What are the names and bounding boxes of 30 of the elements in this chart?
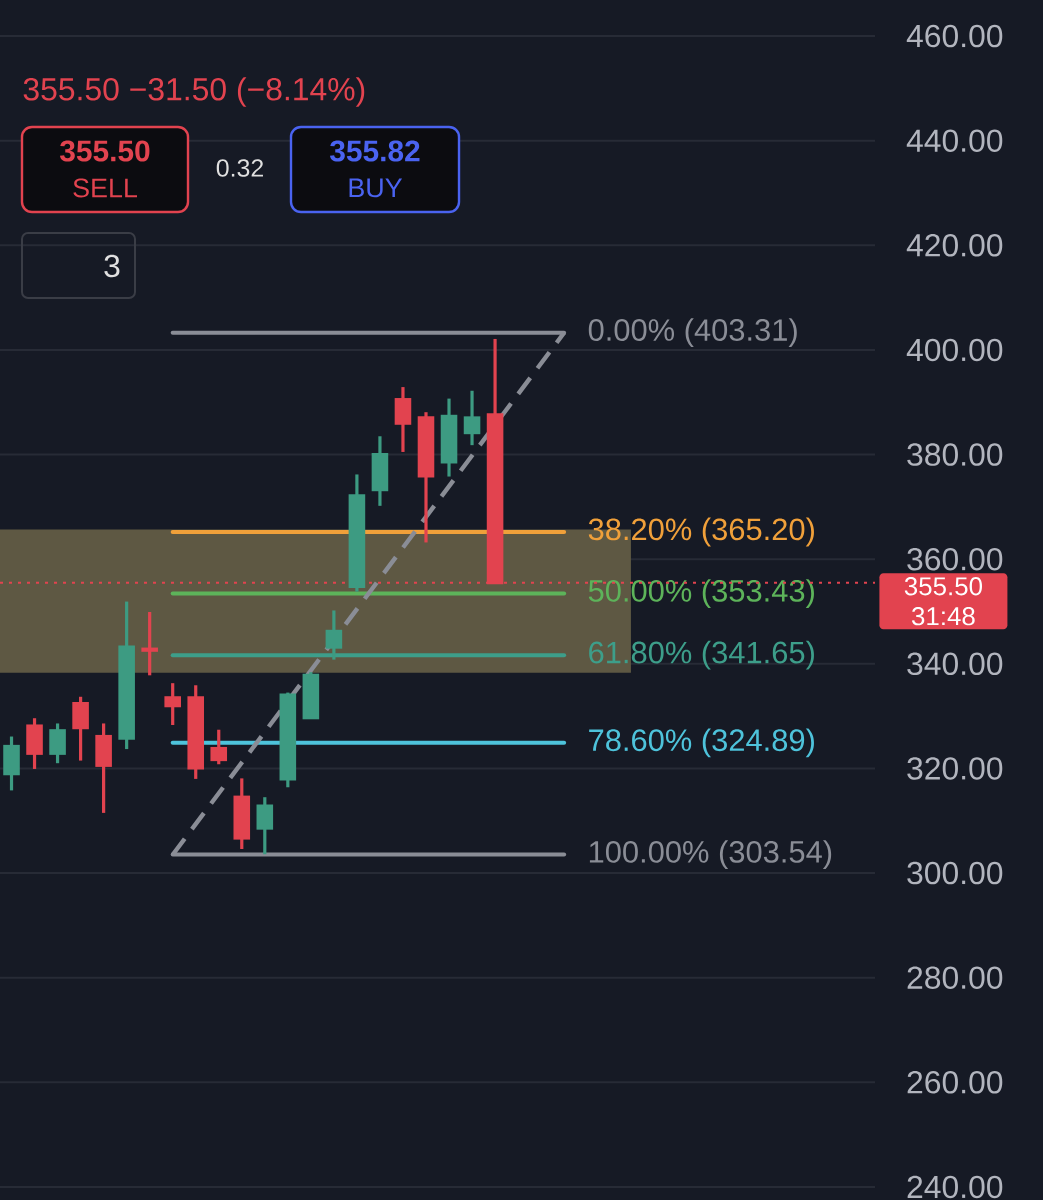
annotation: 0.32 <box>216 159 263 177</box>
candlestick <box>210 729 228 765</box>
y-tick-label: 380.00 <box>907 443 1003 466</box>
ref-line-label: 61.80% (341.65) <box>589 640 814 670</box>
ref-line-label: 0.00% (403.31) <box>588 318 797 348</box>
annotation: 3 <box>104 254 120 278</box>
annotation: 355.50 <box>59 140 150 162</box>
y-tick-label: 460.00 <box>906 24 1003 48</box>
candlestick <box>463 390 481 447</box>
ref-line-label: 38.20% (365.20) <box>588 517 814 547</box>
y-tick-label: 340.00 <box>907 652 1003 676</box>
y-tick-label: 280.00 <box>907 966 1003 989</box>
y-tick-label: 400.00 <box>906 338 1003 362</box>
ref-line-label: 100.00% (303.54) <box>589 840 832 869</box>
y-tick-label: 260.00 <box>907 1071 1003 1094</box>
y-tick-label: 360.00 <box>907 547 1003 571</box>
ref-line-label: 50.00% (353.43) <box>588 579 814 608</box>
y-tick-label: 320.00 <box>907 757 1003 780</box>
candlestick <box>164 683 181 726</box>
text: 355.50 −31.50 (−8.14%) <box>23 77 365 107</box>
y-tick-label: 300.00 <box>907 861 1003 885</box>
annotation: SELL <box>73 178 137 198</box>
ref-line-label: 78.60% (324.89) <box>589 728 814 758</box>
candlestick <box>141 612 158 676</box>
y-tick-label: 240.00 <box>907 1175 1003 1199</box>
annotation: 355.82 <box>329 140 420 162</box>
ref-line-label: 355.50 31:48 <box>904 577 983 626</box>
y-tick-label: 420.00 <box>906 234 1003 257</box>
annotation: BUY <box>349 178 403 198</box>
y-tick-label: 440.00 <box>906 129 1003 152</box>
